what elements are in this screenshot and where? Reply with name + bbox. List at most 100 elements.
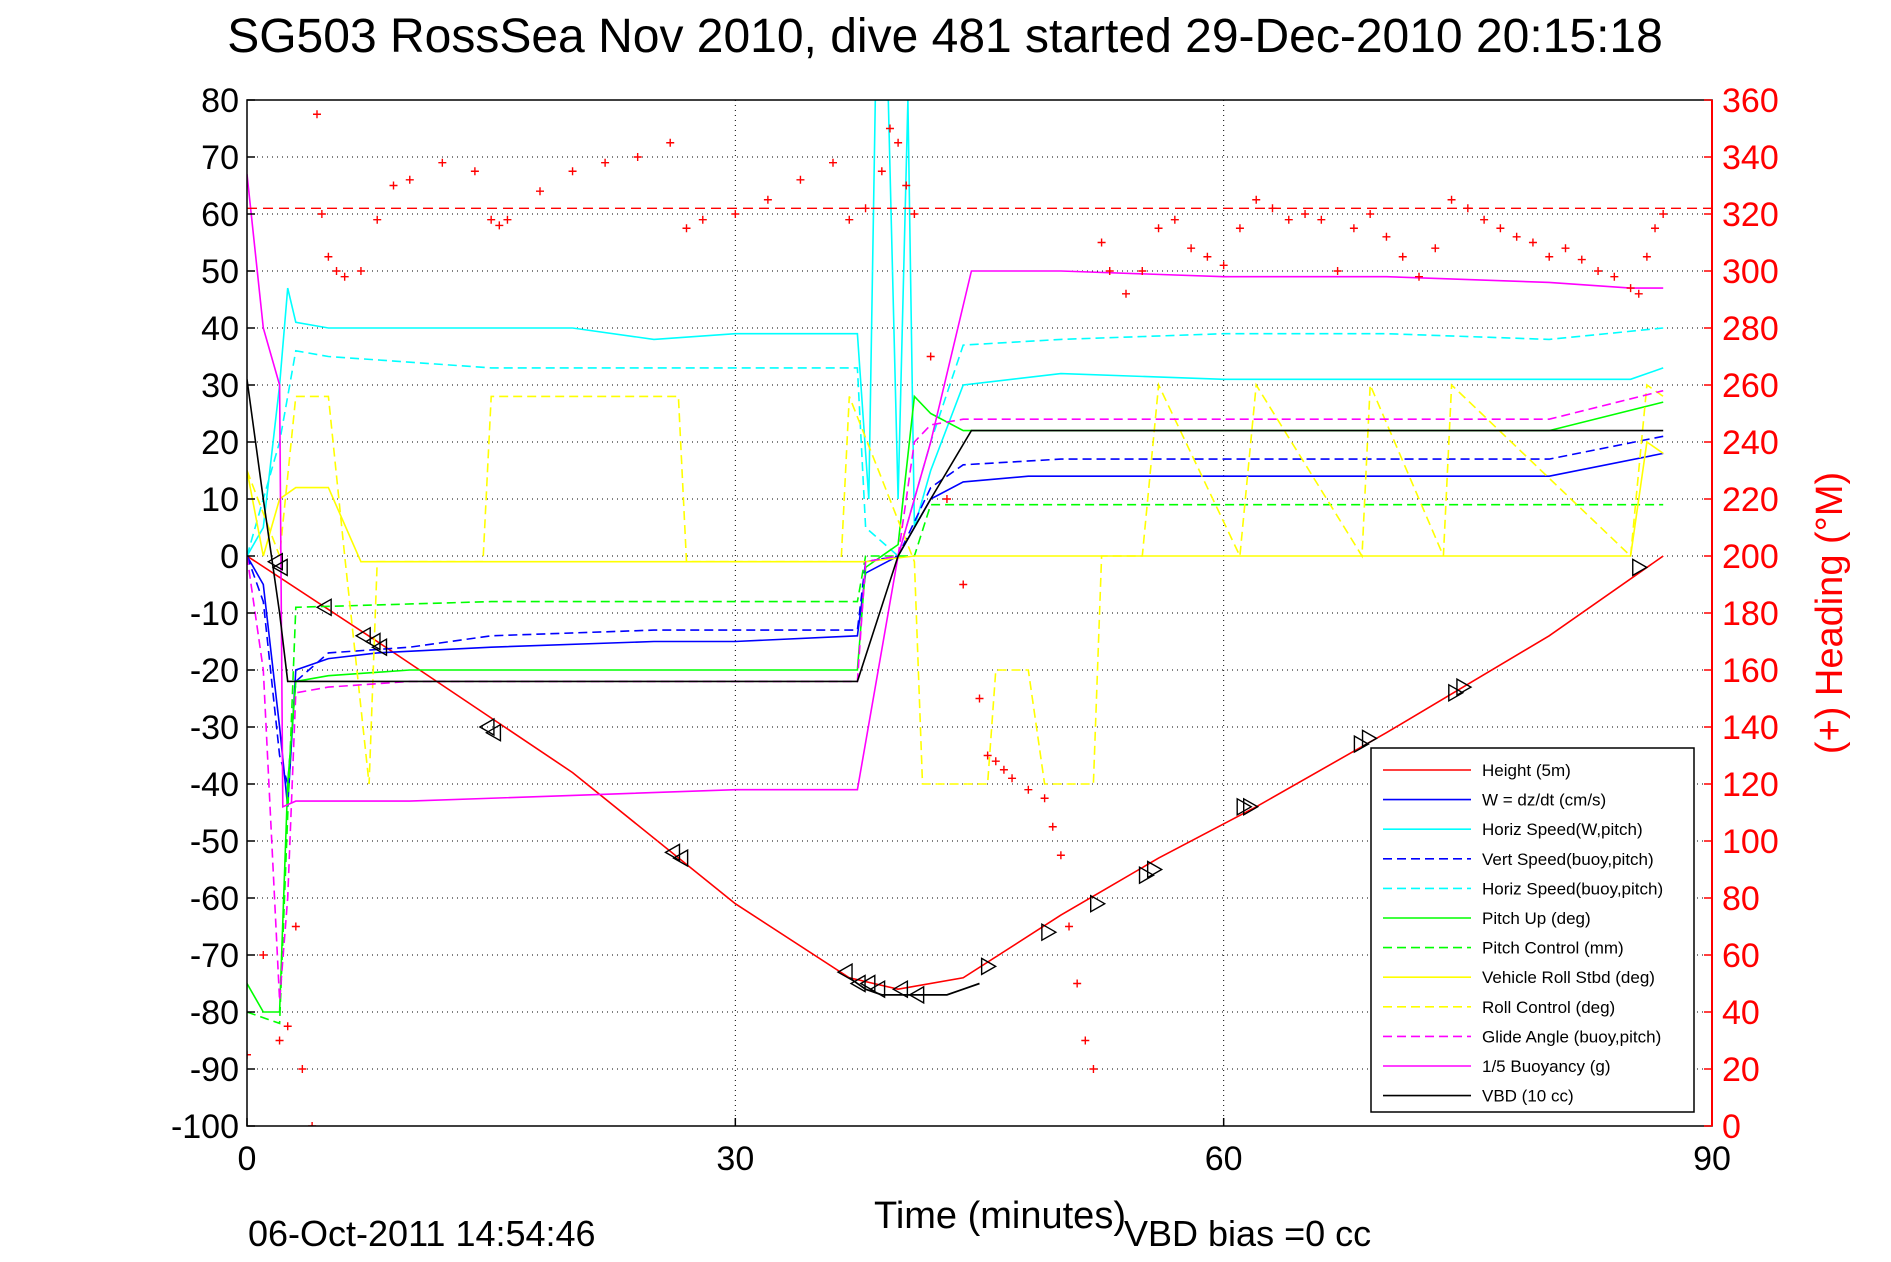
heading-point [1480,215,1489,224]
depth-marker [1090,894,1107,913]
heading-point [1154,224,1163,233]
heading-point [698,215,707,224]
depth-marker [354,626,371,646]
legend-label: Horiz Speed(W,pitch) [1482,820,1643,839]
x-tick-label: 60 [1205,1140,1243,1178]
heading-point [1463,204,1472,213]
heading-point [1235,224,1244,233]
chart-title: SG503 RossSea Nov 2010, dive 481 started… [227,10,1663,63]
y-tick-label: 40 [201,310,239,348]
heading-point [877,167,886,176]
y2-tick-label: 180 [1722,595,1779,633]
legend-label: Vert Speed(buoy,pitch) [1482,850,1654,869]
y-axis-right: 3603403203002802602402202001801601401201… [1704,82,1779,1146]
heading-point [1561,244,1570,253]
y2-tick-label: 340 [1722,139,1779,177]
legend-label: Roll Control (deg) [1482,998,1615,1017]
depth-marker [371,637,388,657]
heading-point [340,272,349,281]
heading-point [1610,272,1619,281]
legend-label: Glide Angle (buoy,pitch) [1482,1027,1661,1046]
heading-points [247,110,1712,1126]
y-tick-label: -50 [190,823,239,861]
depth-marker [1138,865,1155,885]
series-height-5m [247,555,1664,991]
y2-tick-label: 280 [1722,310,1779,348]
heading-point [1366,210,1375,218]
heading-point [861,204,870,213]
y2-tick-label: 260 [1722,367,1779,405]
heading-point [332,267,341,275]
y-tick-label: 80 [201,82,239,120]
heading-point [1203,252,1212,261]
marker-layer [266,552,1649,1005]
heading-point [1008,774,1017,783]
heading-point [1252,195,1261,204]
depth-marker [271,558,288,577]
heading-point [763,195,772,204]
legend: Height (5m) W = dz/dt (cm/s) Horiz Speed(W… [1370,747,1695,1113]
heading-point [259,951,268,959]
heading-point [1170,215,1179,224]
heading-point [1065,922,1074,931]
heading-point [942,495,951,503]
series-layer [247,100,1664,1025]
y-tick-label: 0 [220,538,239,576]
depth-marker [1448,683,1465,703]
y-tick-label: -70 [190,937,239,975]
heading-point [1284,215,1293,224]
heading-point [324,252,333,261]
heading-point [487,215,496,224]
legend-label: Vehicle Roll Stbd (deg) [1482,968,1655,987]
heading-point [470,167,479,176]
y-tick-label: -60 [190,880,239,918]
heading-point [902,181,911,190]
y-tick-label: 50 [201,253,239,291]
y2-tick-label: 120 [1722,766,1779,804]
heading-point [885,124,894,133]
series-vehicle-roll-stbd-deg [247,440,1664,563]
depth-marker [891,979,909,999]
heading-point [1349,224,1358,233]
y-tick-label: -30 [190,709,239,747]
heading-point [1333,267,1342,275]
heading-point [317,210,326,218]
depth-marker [1632,558,1649,577]
heading-point [1447,195,1456,204]
y2-tick-label: 60 [1722,937,1760,975]
y-tick-label: -10 [190,595,239,633]
heading-point [356,267,365,275]
heading-point [666,138,675,147]
y-tick-label: 60 [201,196,239,234]
depth-marker [1456,677,1473,697]
heading-point [1577,255,1586,264]
y-tick-label: -100 [171,1108,239,1146]
series-vert-speed-buoy-pitch [247,435,1664,785]
legend-box [1370,747,1695,1113]
heading-point [633,153,642,161]
heading-point [1301,210,1310,218]
heading-point [999,765,1008,774]
legend-label: VBD (10 cc) [1482,1087,1574,1106]
heading-point [1219,261,1228,270]
heading-point [829,158,837,167]
y2-tick-label: 20 [1722,1051,1760,1089]
depth-marker [980,957,998,976]
heading-point [910,210,919,218]
heading-point [796,175,805,184]
heading-point [1317,215,1326,224]
depth-marker [664,843,681,862]
heading-point [1634,289,1643,298]
heading-point [247,1050,251,1059]
heading-point [1626,284,1635,293]
heading-point [1431,244,1440,253]
y2-tick-label: 0 [1722,1108,1741,1146]
heading-point [1512,232,1521,241]
y-axis-left: 80 70 60 50 40 30 20 10 0 -10 -20 -30 -40 -50 -60 -70 -8… [171,82,255,1146]
vbd-turn-trace [848,977,980,996]
x-axis-label: Time (minutes) [874,1195,1126,1237]
footer-date: 06-Oct-2011 14:54:46 [248,1213,596,1254]
heading-point [1496,224,1505,233]
y-tick-label: 70 [201,139,239,177]
y2-tick-label: 300 [1722,253,1779,291]
